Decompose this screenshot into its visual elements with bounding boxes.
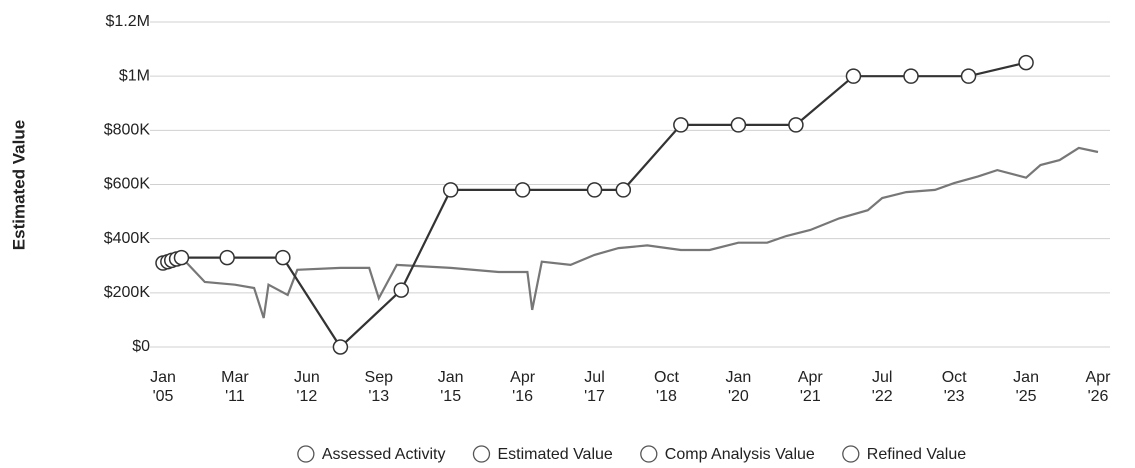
point-marker (514, 182, 531, 198)
y-tick-label: $200K (104, 284, 151, 301)
legend-label: Comp Analysis Value (665, 446, 815, 463)
y-tick-label: $800K (104, 122, 151, 139)
y-tick-label: $600K (104, 176, 151, 193)
x-tick-label: Apr '16 (510, 369, 536, 405)
y-tick-label: $1.2M (106, 13, 150, 30)
point-marker (442, 182, 459, 198)
legend: Assessed Activity Estimated Value Comp Ana… (297, 445, 966, 463)
x-tick-label: Apr '26 (1086, 369, 1112, 405)
legend-symbol (297, 445, 315, 463)
point-marker (903, 68, 919, 84)
legend-item: Estimated Value (472, 445, 613, 463)
legend-symbol (640, 445, 658, 463)
x-tick-label: Apr '21 (798, 369, 824, 405)
y-tick-label: $0 (132, 338, 150, 355)
legend-label: Refined Value (867, 446, 966, 463)
series-line (162, 61, 1027, 349)
point-marker (586, 182, 603, 198)
legend-item: Comp Analysis Value (640, 445, 815, 463)
x-tick-label: Jun '12 (294, 369, 320, 405)
y-axis-label: Estimated Value (9, 120, 28, 250)
y-tick-label: $1M (119, 67, 150, 84)
series-line (181, 146, 1099, 319)
x-tick-label: Oct '23 (942, 369, 967, 405)
x-tick-label: Oct '18 (654, 369, 679, 405)
point-marker (788, 117, 804, 133)
legend-item: Assessed Activity (297, 445, 446, 463)
legend-symbol (472, 445, 491, 463)
y-tick-label: $400K (104, 230, 151, 247)
point-marker (1018, 54, 1034, 71)
legend-item: Refined Value (842, 445, 966, 463)
x-tick-label: Jan '15 (438, 369, 464, 405)
point-marker (275, 249, 291, 266)
point-marker (332, 339, 349, 355)
x-tick-label: Mar '11 (221, 369, 249, 405)
point-marker (730, 117, 747, 133)
point-marker (615, 182, 632, 198)
legend-label: Estimated Value (497, 446, 612, 463)
legend-symbol (842, 445, 860, 463)
point-marker (673, 117, 689, 133)
legend-label: Assessed Activity (322, 446, 446, 463)
point-marker (960, 68, 977, 84)
point-marker (393, 282, 409, 298)
point-marker (219, 249, 235, 266)
x-tick-label: Jul '22 (872, 369, 893, 405)
x-tick-label: Jan '05 (150, 369, 176, 405)
point-marker (173, 249, 190, 266)
x-tick-label: Jan '20 (725, 369, 751, 405)
x-tick-label: Jul '17 (584, 369, 605, 405)
x-tick-label: Sep '13 (365, 369, 394, 405)
point-marker (845, 68, 862, 84)
x-tick-label: Jan '25 (1013, 369, 1039, 405)
